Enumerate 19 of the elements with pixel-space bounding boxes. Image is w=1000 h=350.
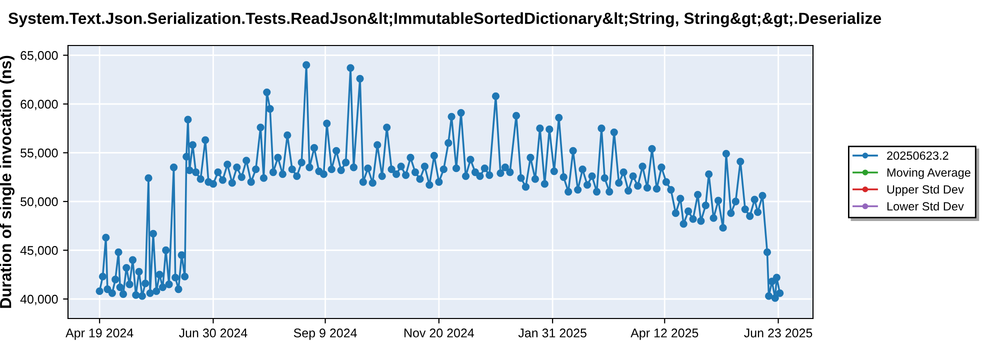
x-tick-label: Jan 31 2025 [518, 328, 586, 338]
x-tick-label: Jun 30 2024 [179, 328, 248, 338]
y-tick-label: 40,000 [20, 294, 58, 306]
x-tick-label: Apr 12 2025 [630, 328, 698, 340]
legend-label: Moving Average [887, 168, 970, 180]
y-tick-label: 65,000 [20, 51, 58, 62]
legend-label: Upper Std Dev [887, 184, 964, 196]
y-axis-title: Duration of single invocation (ns) [0, 56, 14, 308]
x-tick-label: Jun 23 2025 [744, 328, 812, 338]
y-tick-label: 50,000 [20, 197, 58, 208]
x-tick-label: Nov 20 2024 [404, 328, 474, 338]
legend-label: Lower Std Dev [887, 202, 964, 211]
x-tick-label: Sep 9 2024 [294, 328, 357, 340]
y-tick-label: 45,000 [20, 246, 58, 256]
x-tick-label: Apr 19 2024 [66, 328, 134, 340]
chart-title: System.Text.Json.Serialization.Tests.ReadJson&lt;ImmutableSortedDictionary&lt;String, String&gt;&gt;.Deserialize [8, 12, 882, 28]
legend-label: 20250623.2 [887, 151, 948, 160]
y-tick-label: 60,000 [20, 100, 58, 110]
y-tick-label: 55,000 [20, 148, 58, 159]
